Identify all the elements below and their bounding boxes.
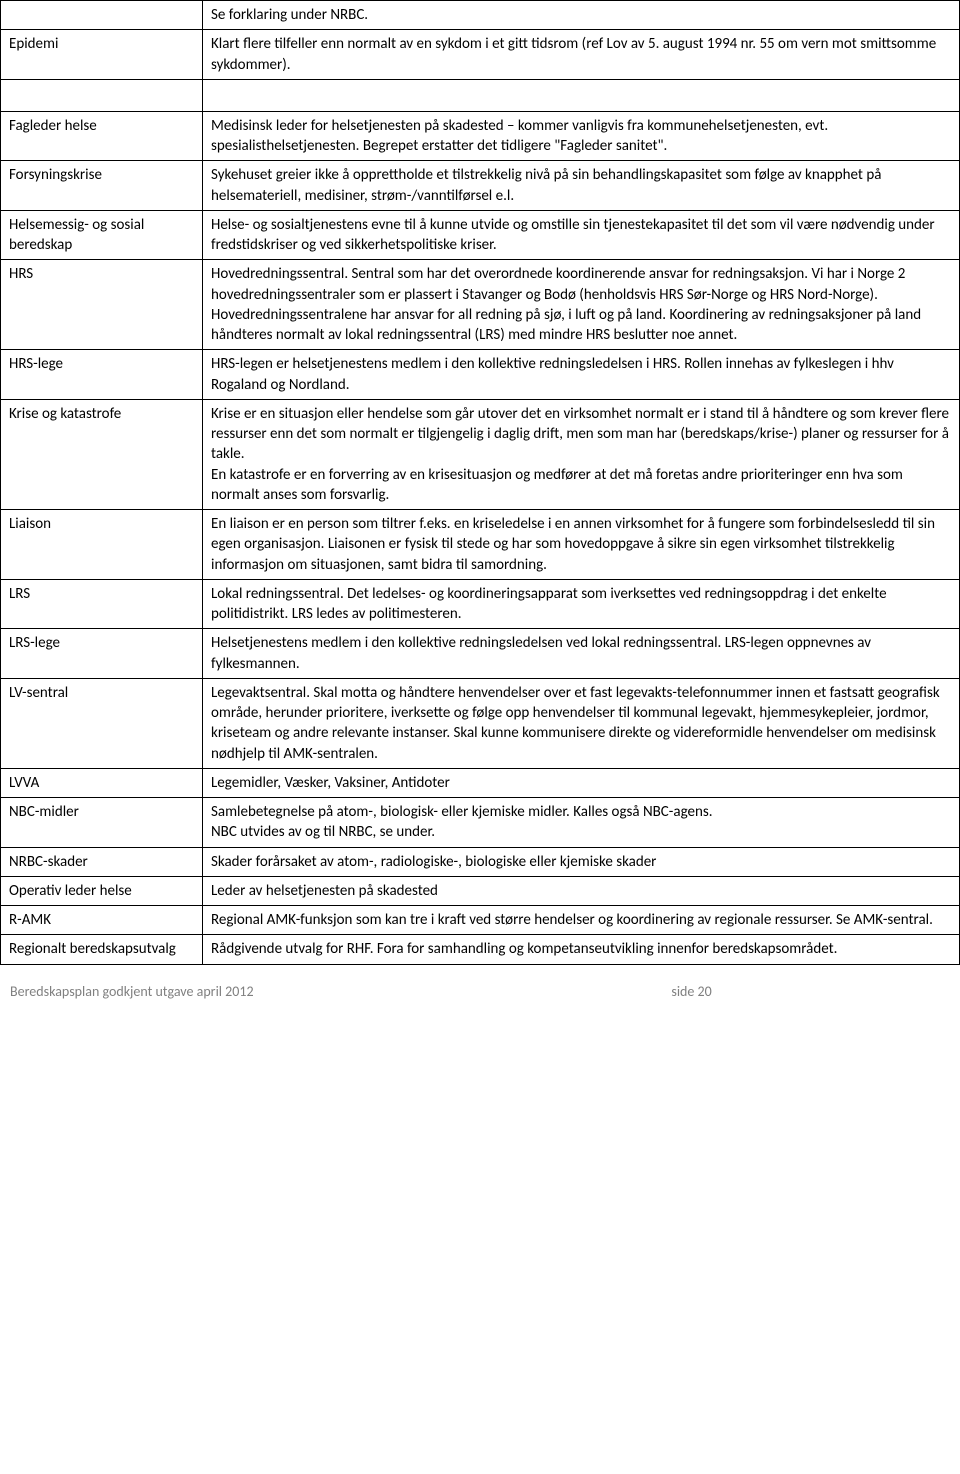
definition-cell: En liaison er en person som tiltrer f.ek…	[203, 510, 960, 580]
definition-cell: Legevaktsentral. Skal motta og håndtere …	[203, 678, 960, 768]
definition-cell: Leder av helsetjenesten på skadested	[203, 876, 960, 905]
table-row: LRS-legeHelsetjenestens medlem i den kol…	[1, 629, 960, 679]
table-row: EpidemiKlart flere tilfeller enn normalt…	[1, 30, 960, 80]
definition-cell: Hovedredningssentral. Sentral som har de…	[203, 260, 960, 350]
table-row: HRSHovedredningssentral. Sentral som har…	[1, 260, 960, 350]
term-cell: Helsemessig- og sosial beredskap	[1, 210, 203, 260]
page-footer: Beredskapsplan godkjent utgave april 201…	[0, 965, 960, 1010]
term-cell: HRS	[1, 260, 203, 350]
table-row: LVVALegemidler, Væsker, Vaksiner, Antido…	[1, 768, 960, 797]
definition-cell: Samlebetegnelse på atom-, biologisk- ell…	[203, 798, 960, 848]
term-cell: Epidemi	[1, 30, 203, 80]
term-cell	[1, 1, 203, 30]
term-cell: NBC-midler	[1, 798, 203, 848]
term-cell: Krise og katastrofe	[1, 399, 203, 509]
term-cell: HRS-lege	[1, 350, 203, 400]
definition-cell: Lokal redningssentral. Det ledelses- og …	[203, 579, 960, 629]
term-cell: LVVA	[1, 768, 203, 797]
definition-cell: Klart flere tilfeller enn normalt av en …	[203, 30, 960, 80]
table-row: Regionalt beredskapsutvalgRådgivende utv…	[1, 935, 960, 964]
footer-title: Beredskapsplan godkjent utgave april 201…	[10, 983, 254, 1000]
term-cell: LRS-lege	[1, 629, 203, 679]
definition-cell: Sykehuset greier ikke å opprettholde et …	[203, 161, 960, 211]
term-cell: LRS	[1, 579, 203, 629]
term-cell	[1, 79, 203, 111]
glossary-table: Se forklaring under NRBC.EpidemiKlart fl…	[0, 0, 960, 965]
term-cell: Operativ leder helse	[1, 876, 203, 905]
page-number: side 20	[671, 983, 711, 1000]
table-row	[1, 79, 960, 111]
term-cell: Liaison	[1, 510, 203, 580]
table-row: LV-sentralLegevaktsentral. Skal motta og…	[1, 678, 960, 768]
table-row: NBC-midlerSamlebetegnelse på atom-, biol…	[1, 798, 960, 848]
table-row: ForsyningskriseSykehuset greier ikke å o…	[1, 161, 960, 211]
table-row: Operativ leder helseLeder av helsetjenes…	[1, 876, 960, 905]
definition-cell: Se forklaring under NRBC.	[203, 1, 960, 30]
document-page: Se forklaring under NRBC.EpidemiKlart fl…	[0, 0, 960, 1010]
term-cell: Fagleder helse	[1, 111, 203, 161]
table-row: Fagleder helseMedisinsk leder for helset…	[1, 111, 960, 161]
term-cell: R-AMK	[1, 906, 203, 935]
term-cell: Regionalt beredskapsutvalg	[1, 935, 203, 964]
definition-cell: Krise er en situasjon eller hendelse som…	[203, 399, 960, 509]
definition-cell: Helse- og sosialtjenestens evne til å ku…	[203, 210, 960, 260]
term-cell: LV-sentral	[1, 678, 203, 768]
table-row: LiaisonEn liaison er en person som tiltr…	[1, 510, 960, 580]
table-row: Krise og katastrofeKrise er en situasjon…	[1, 399, 960, 509]
definition-cell: Medisinsk leder for helsetjenesten på sk…	[203, 111, 960, 161]
table-row: Helsemessig- og sosial beredskapHelse- o…	[1, 210, 960, 260]
term-cell: NRBC-skader	[1, 847, 203, 876]
definition-cell: Regional AMK-funksjon som kan tre i kraf…	[203, 906, 960, 935]
definition-cell: Helsetjenestens medlem i den kollektive …	[203, 629, 960, 679]
definition-cell: HRS-legen er helsetjenestens medlem i de…	[203, 350, 960, 400]
table-row: HRS-legeHRS-legen er helsetjenestens med…	[1, 350, 960, 400]
definition-cell: Skader forårsaket av atom-, radiologiske…	[203, 847, 960, 876]
definition-cell: Legemidler, Væsker, Vaksiner, Antidoter	[203, 768, 960, 797]
definition-cell	[203, 79, 960, 111]
term-cell: Forsyningskrise	[1, 161, 203, 211]
definition-cell: Rådgivende utvalg for RHF. Fora for samh…	[203, 935, 960, 964]
table-row: NRBC-skaderSkader forårsaket av atom-, r…	[1, 847, 960, 876]
table-row: Se forklaring under NRBC.	[1, 1, 960, 30]
table-row: LRSLokal redningssentral. Det ledelses- …	[1, 579, 960, 629]
table-row: R-AMKRegional AMK-funksjon som kan tre i…	[1, 906, 960, 935]
